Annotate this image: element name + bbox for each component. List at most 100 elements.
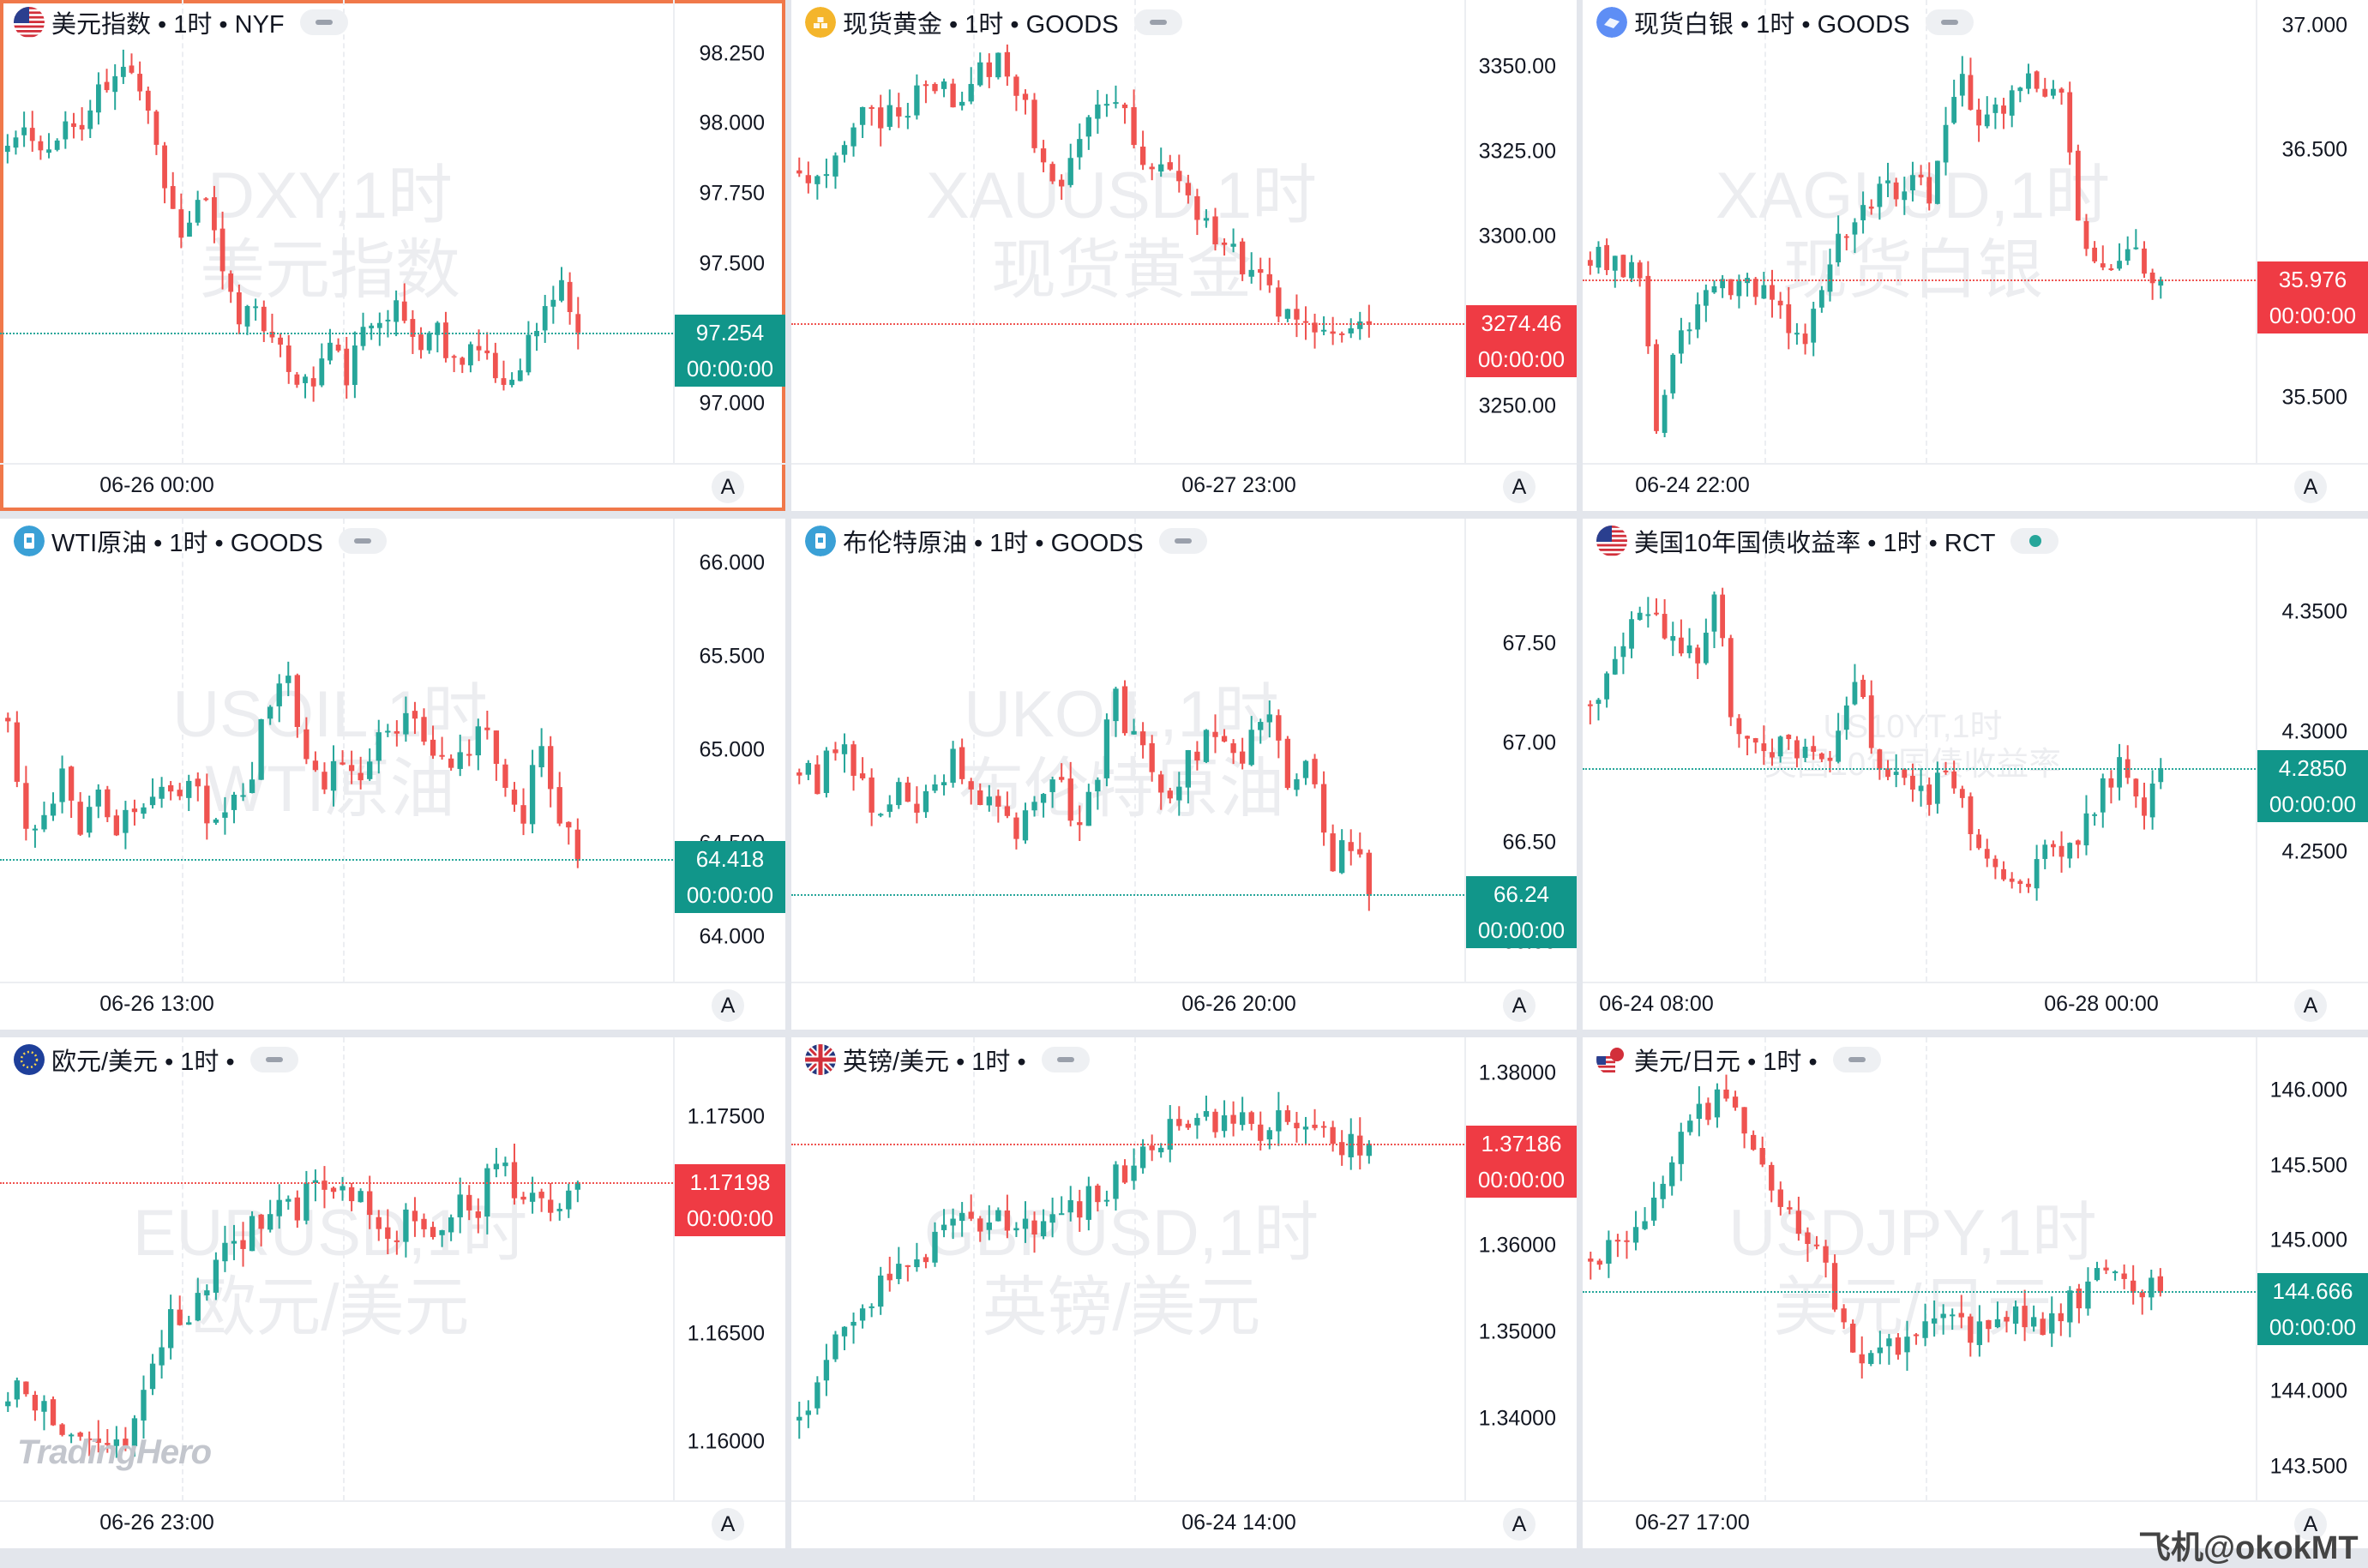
candle — [886, 1256, 893, 1292]
auto-scale-button[interactable]: A — [712, 1508, 744, 1541]
price-scale[interactable] — [1464, 1037, 1577, 1500]
time-axis[interactable] — [791, 982, 1577, 1030]
symbol-legend[interactable]: 美元指数 • 1时 • NYF — [14, 7, 348, 39]
time-axis[interactable] — [1583, 463, 2368, 511]
auto-scale-button[interactable]: A — [712, 471, 744, 503]
candle-body — [87, 110, 93, 129]
time-axis[interactable] — [1583, 1500, 2368, 1548]
candlestick-series[interactable] — [1583, 1037, 2256, 1500]
legend-toggle-icon[interactable] — [1832, 1047, 1881, 1072]
candle — [249, 761, 255, 794]
legend-toggle-icon[interactable] — [1041, 1047, 1090, 1072]
candle — [1139, 130, 1146, 171]
symbol-legend[interactable]: 布伦特原油 • 1时 • GOODS — [805, 526, 1207, 557]
chart-panel-ukoil[interactable]: UKOIL,1时布伦特原油67.5067.0066.5066.0066.2400… — [791, 519, 1577, 1030]
candle — [886, 89, 893, 131]
price-scale[interactable] — [1464, 0, 1577, 463]
candle — [468, 341, 473, 373]
legend-toggle-icon[interactable] — [1158, 528, 1207, 554]
candle — [79, 107, 85, 141]
candle-body — [460, 357, 466, 365]
price-scale[interactable] — [1464, 519, 1577, 982]
candle-body — [796, 170, 802, 174]
price-scale[interactable] — [2256, 1037, 2368, 1500]
candle — [1679, 619, 1684, 657]
last-price-label: 64.418 00:00:00 — [675, 841, 785, 913]
candle-body — [995, 1210, 1001, 1222]
candlestick-series[interactable] — [791, 519, 1464, 982]
candle — [1660, 1175, 1666, 1209]
price-scale[interactable] — [2256, 519, 2368, 982]
symbol-legend[interactable]: 美元/日元 • 1时 • — [1596, 1044, 1881, 1076]
chart-panel-dxy[interactable]: DXY,1时 美元指数 98.250 98.000 97.750 97.500 97.000… — [0, 0, 785, 511]
bar-countdown: 00:00:00 — [1477, 346, 1566, 372]
candle — [14, 1377, 20, 1408]
candle — [850, 1313, 856, 1344]
candle — [2034, 844, 2040, 901]
candle — [113, 809, 120, 837]
chart-panel-xag[interactable]: XAGUSD,1时 现货白银 37.000 36.500 35.500 35.976 00:… — [1583, 0, 2368, 511]
auto-scale-button[interactable]: A — [1503, 989, 1536, 1022]
time-axis[interactable] — [0, 463, 785, 511]
legend-toggle-icon[interactable] — [249, 1047, 298, 1072]
time-axis[interactable] — [791, 1500, 1577, 1548]
chart-panel-usoil[interactable]: USOIL,1时WTI原油66.00065.50065.00064.50064.… — [0, 519, 785, 1030]
time-axis[interactable] — [0, 982, 785, 1030]
candlestick-series[interactable] — [1583, 519, 2256, 982]
candlestick-series[interactable] — [1583, 0, 2256, 463]
candlestick-series[interactable] — [0, 0, 673, 463]
candle-body — [304, 1183, 310, 1221]
candlestick-series[interactable] — [791, 0, 1464, 463]
candle-body — [1620, 646, 1626, 658]
chart-panel-eurusd[interactable]: EURUSD,1时 欧元/美元 1.17500 1.16500 1.16000 1.171… — [0, 1037, 785, 1548]
candle — [2012, 1301, 2019, 1335]
candlestick-series[interactable] — [0, 519, 673, 982]
candlestick-series[interactable] — [791, 1037, 1464, 1500]
auto-scale-button[interactable]: A — [2294, 1508, 2327, 1541]
legend-toggle-icon[interactable] — [1925, 9, 1974, 35]
symbol-legend[interactable]: 欧元/美元 • 1时 • — [14, 1044, 298, 1076]
auto-scale-button[interactable]: A — [1503, 1508, 1536, 1541]
symbol-legend[interactable]: 美国10年国债收益率 • 1时 • RCT — [1596, 526, 2059, 557]
candle — [566, 1183, 572, 1218]
candle — [2075, 839, 2081, 859]
price-scale[interactable] — [673, 519, 785, 982]
chart-panel-us10y[interactable]: US10YT,1时 美国10年国债收益率 4.3500 4.3000 4.2500 4.2… — [1583, 519, 2368, 1030]
time-axis[interactable] — [0, 1500, 785, 1548]
candle-body — [2092, 814, 2098, 816]
auto-scale-button[interactable]: A — [2294, 989, 2327, 1022]
legend-toggle-icon[interactable] — [299, 9, 348, 35]
price-scale[interactable] — [673, 1037, 785, 1500]
symbol-legend[interactable]: 英镑/美元 • 1时 • — [805, 1044, 1090, 1076]
candle — [131, 799, 138, 826]
candle-body — [886, 804, 893, 812]
candle-body — [932, 1231, 938, 1263]
symbol-legend[interactable]: 现货黄金 • 1时 • GOODS — [805, 7, 1182, 39]
candle — [2092, 812, 2098, 826]
auto-scale-button[interactable]: A — [1503, 471, 1536, 503]
time-axis[interactable] — [1583, 982, 2368, 1030]
time-axis[interactable] — [791, 463, 1577, 511]
candle-body — [1642, 1221, 1648, 1229]
legend-toggle-icon[interactable] — [1133, 9, 1182, 35]
symbol-legend[interactable]: 现货白银 • 1时 • GOODS — [1596, 7, 1974, 39]
candle — [1266, 257, 1272, 293]
symbol-legend[interactable]: WTI原油 • 1时 • GOODS — [14, 526, 387, 557]
price-scale[interactable] — [2256, 0, 2368, 463]
legend-toggle-icon[interactable] — [338, 528, 387, 554]
candle-body — [1678, 1132, 1684, 1164]
candlestick-series[interactable] — [0, 1037, 673, 1500]
chart-panel-usdjpy[interactable]: USDJPY,1时 美元/日元 146.000 145.500 145.000 144.0… — [1583, 1037, 2368, 1548]
chart-panel-gbpusd[interactable]: GBPUSD,1时 英镑/美元 1.38000 1.36000 1.35000 1.340… — [791, 1037, 1577, 1548]
candle-body — [932, 83, 938, 92]
candle — [1976, 829, 1981, 850]
auto-scale-button[interactable]: A — [2294, 471, 2327, 503]
candle-body — [1040, 1221, 1047, 1236]
legend-toggle-icon[interactable] — [2010, 528, 2059, 554]
auto-scale-button[interactable]: A — [712, 989, 744, 1022]
price-scale[interactable] — [673, 0, 785, 463]
candle-body — [520, 1196, 526, 1200]
candle-body — [1818, 290, 1824, 308]
candle-body — [832, 749, 838, 754]
chart-panel-xau[interactable]: XAUUSD,1时 现货黄金 3350.00 3325.00 3300.00 3250.0… — [791, 0, 1577, 511]
